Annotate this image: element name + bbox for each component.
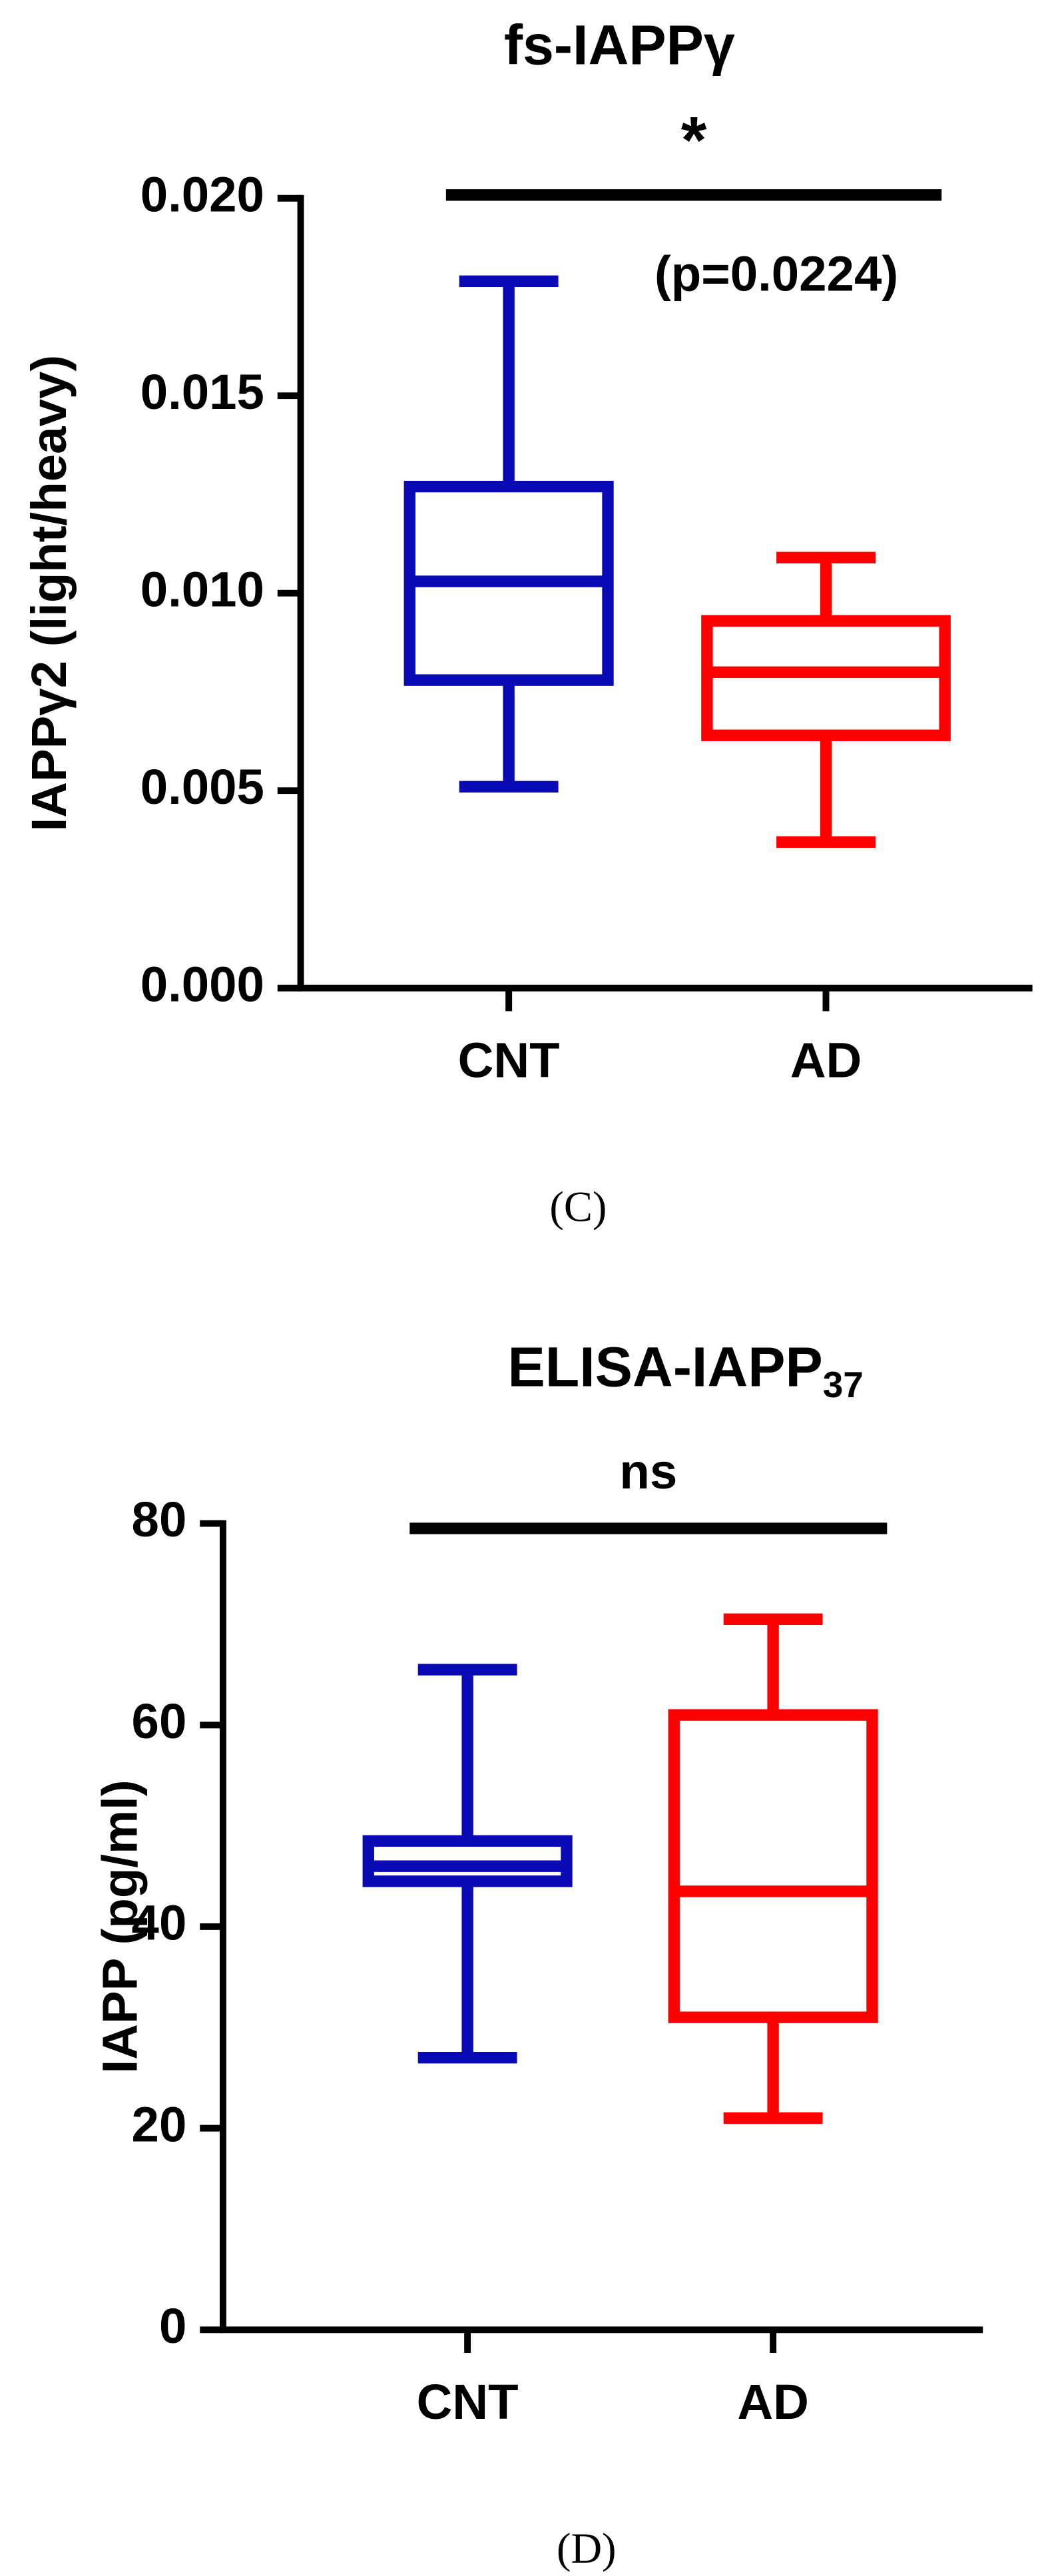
- y-tick-label: 0.015: [140, 364, 264, 420]
- y-tick-label: 0.020: [140, 166, 264, 222]
- y-tick-label: 0.010: [140, 561, 264, 617]
- y-tick-label: 0: [159, 2298, 186, 2354]
- y-axis-label: IAPP (pg/ml): [93, 1779, 148, 2073]
- x-tick-label: CNT: [458, 1032, 560, 1088]
- significance-label: ns: [619, 1444, 677, 1499]
- panel-caption: (C): [549, 1183, 607, 1230]
- title-text: ELISA-IAPP: [507, 1336, 822, 1399]
- significance-label: *: [681, 104, 707, 178]
- x-tick-label: AD: [790, 1032, 862, 1088]
- y-tick-label: 40: [132, 1895, 187, 1951]
- panel-caption: (D): [557, 2525, 617, 2572]
- y-tick-label: 0.005: [140, 759, 264, 814]
- y-tick-label: 80: [132, 1492, 187, 1547]
- box: [668, 1709, 878, 2023]
- y-tick-label: 0.000: [140, 956, 264, 1012]
- y-axis-label: IAPPγ2 (light/heavy): [21, 355, 77, 831]
- box: [701, 615, 951, 741]
- p-value: (p=0.0224): [654, 246, 898, 301]
- y-tick-label: 20: [132, 2096, 187, 2152]
- title-text: fs-IAPPγ: [504, 14, 735, 77]
- title-subscript: 37: [823, 1365, 864, 1406]
- y-tick-label: 60: [132, 1694, 187, 1749]
- chart-title: fs-IAPPγ: [504, 14, 735, 77]
- x-tick-label: AD: [737, 2374, 808, 2429]
- x-tick-label: CNT: [417, 2374, 519, 2429]
- chart-title: ELISA-IAPP37: [507, 1336, 863, 1406]
